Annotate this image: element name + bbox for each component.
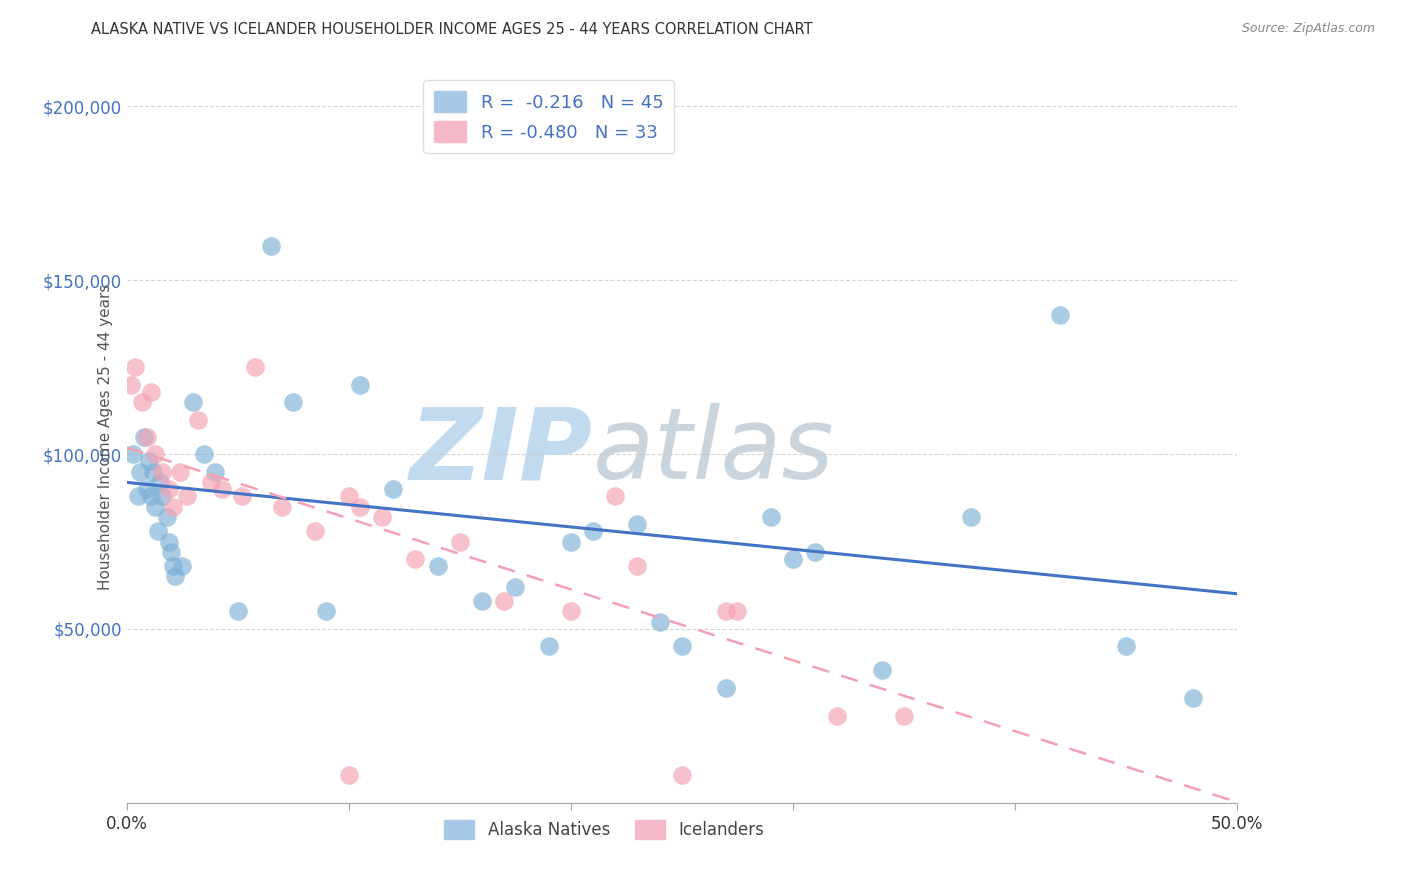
Point xyxy=(371,510,394,524)
Point xyxy=(1181,691,1204,706)
Point xyxy=(165,569,187,583)
Point xyxy=(145,448,167,462)
Legend: Alaska Natives, Icelanders: Alaska Natives, Icelanders xyxy=(437,814,770,846)
Point xyxy=(200,475,222,490)
Point xyxy=(870,664,893,678)
Point xyxy=(160,545,183,559)
Point xyxy=(782,552,804,566)
Point xyxy=(231,489,253,503)
Point xyxy=(157,534,180,549)
Text: atlas: atlas xyxy=(593,403,835,500)
Text: Source: ZipAtlas.com: Source: ZipAtlas.com xyxy=(1241,22,1375,36)
Point xyxy=(155,510,177,524)
Point xyxy=(626,558,648,573)
Point xyxy=(605,489,627,503)
Point xyxy=(759,510,782,524)
Point xyxy=(727,604,749,618)
Point xyxy=(716,604,738,618)
Point xyxy=(349,377,371,392)
Point xyxy=(145,500,167,514)
Y-axis label: Householder Income Ages 25 - 44 years: Householder Income Ages 25 - 44 years xyxy=(97,284,112,591)
Point xyxy=(204,465,226,479)
Point xyxy=(187,412,209,426)
Point xyxy=(494,594,516,608)
Point xyxy=(716,681,738,695)
Point xyxy=(176,489,198,503)
Point xyxy=(404,552,426,566)
Point xyxy=(142,465,165,479)
Point xyxy=(162,558,184,573)
Point xyxy=(226,604,249,618)
Point xyxy=(172,558,194,573)
Point xyxy=(671,639,693,653)
Point xyxy=(1049,308,1071,322)
Point xyxy=(671,768,693,782)
Point xyxy=(260,238,283,252)
Point xyxy=(131,395,153,409)
Point xyxy=(162,500,184,514)
Point xyxy=(337,768,360,782)
Point xyxy=(503,580,526,594)
Point xyxy=(146,524,169,538)
Point xyxy=(626,517,648,532)
Point xyxy=(1115,639,1137,653)
Point xyxy=(648,615,671,629)
Point xyxy=(120,377,142,392)
Point xyxy=(150,465,173,479)
Point xyxy=(337,489,360,503)
Point xyxy=(135,430,157,444)
Text: ZIP: ZIP xyxy=(411,403,593,500)
Point xyxy=(560,534,582,549)
Point xyxy=(827,708,849,723)
Point xyxy=(211,483,233,497)
Point xyxy=(804,545,827,559)
Point xyxy=(157,483,180,497)
Point xyxy=(281,395,304,409)
Point xyxy=(271,500,294,514)
Point xyxy=(169,465,191,479)
Point xyxy=(181,395,204,409)
Point xyxy=(304,524,326,538)
Point xyxy=(382,483,405,497)
Point xyxy=(582,524,605,538)
Point xyxy=(560,604,582,618)
Point xyxy=(124,360,146,375)
Point xyxy=(127,489,149,503)
Point xyxy=(122,448,145,462)
Point xyxy=(149,475,172,490)
Point xyxy=(193,448,215,462)
Point xyxy=(315,604,337,618)
Point xyxy=(138,454,160,468)
Point xyxy=(349,500,371,514)
Point xyxy=(128,465,150,479)
Point xyxy=(471,594,494,608)
Point xyxy=(245,360,267,375)
Point xyxy=(139,384,162,399)
Point xyxy=(449,534,471,549)
Point xyxy=(135,483,157,497)
Point xyxy=(426,558,449,573)
Point xyxy=(139,489,162,503)
Point xyxy=(893,708,915,723)
Point xyxy=(537,639,560,653)
Point xyxy=(959,510,981,524)
Text: ALASKA NATIVE VS ICELANDER HOUSEHOLDER INCOME AGES 25 - 44 YEARS CORRELATION CHA: ALASKA NATIVE VS ICELANDER HOUSEHOLDER I… xyxy=(91,22,813,37)
Point xyxy=(150,489,173,503)
Point xyxy=(134,430,156,444)
